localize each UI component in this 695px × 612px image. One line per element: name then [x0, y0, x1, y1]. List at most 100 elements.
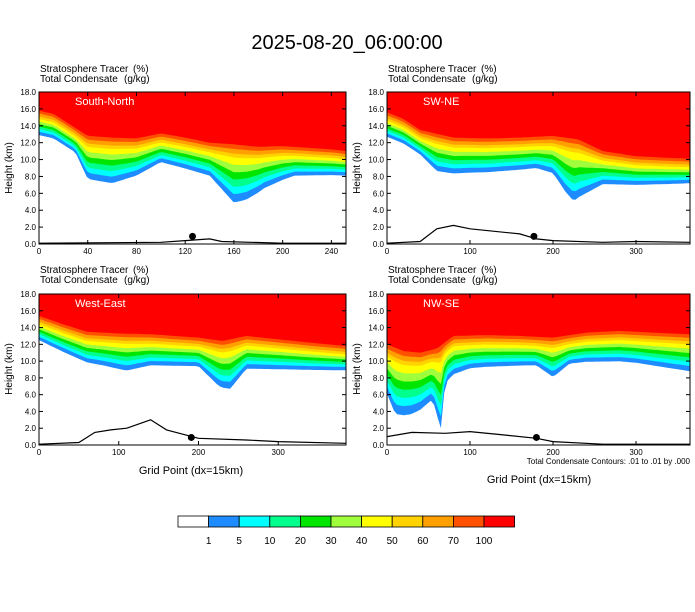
location-marker — [532, 433, 540, 441]
y-tick-label: 16.0 — [20, 105, 36, 114]
figure-title: 2025-08-20_06:00:00 — [251, 32, 442, 54]
colorbar-label: 40 — [356, 536, 368, 547]
y-tick-label: 10.0 — [368, 357, 384, 366]
x-tick-label: 0 — [385, 448, 390, 457]
colorbar-swatch — [269, 515, 301, 528]
location-marker — [189, 232, 196, 240]
terrain-line — [387, 224, 690, 244]
y-tick-label: 2.0 — [373, 424, 385, 433]
tracer-band-10 — [39, 92, 346, 152]
y-tick-label: 6.0 — [373, 391, 385, 400]
colorbar-swatch — [238, 515, 271, 528]
y-axis-label-3: Height (km) — [4, 343, 15, 395]
panel-1: South-North 0.0 2.0 4.0 6.0 8.0 10.0 12.0 14.0 16… — [20, 88, 347, 256]
y-tick-label: 0.0 — [373, 441, 385, 450]
x-tick-label: 200 — [276, 247, 290, 256]
y-tick-label: 18.0 — [368, 88, 384, 97]
y-tick-label: 8.0 — [373, 172, 385, 181]
x-tick-label: 120 — [179, 247, 193, 256]
x-tick-label: 240 — [325, 247, 339, 256]
colorbar-label: 1 — [206, 536, 212, 547]
y-axis-label-4: Height (km) — [352, 343, 363, 395]
colorbar-swatch — [483, 515, 516, 528]
x-tick-label: 300 — [629, 448, 643, 457]
colorbar-swatch — [391, 515, 424, 528]
panel-label: West-East — [75, 298, 126, 310]
plot-area — [387, 294, 690, 445]
field-label-1: Stratosphere Tracer — [40, 64, 129, 75]
x-tick-label: 100 — [112, 448, 126, 457]
y-tick-label: 0.0 — [25, 240, 37, 249]
y-tick-label: 8.0 — [373, 374, 385, 383]
y-tick-label: 8.0 — [25, 172, 37, 181]
panel-header-4: Stratosphere Tracer (%) Total Condensate… — [388, 265, 498, 286]
x-tick-label: 0 — [37, 247, 42, 256]
plot-area — [387, 92, 690, 244]
field-unit-1: (%) — [133, 265, 149, 276]
plot-frame — [386, 293, 691, 446]
colorbar-label: 60 — [417, 536, 429, 547]
y-axis-label-2: Height (km) — [352, 142, 363, 194]
colorbar-label: 30 — [325, 536, 337, 547]
plot-frame — [38, 91, 347, 245]
colorbar-swatch — [422, 515, 454, 528]
field-label-2: Total Condensate — [40, 74, 118, 85]
x-tick-label: 0 — [385, 247, 390, 256]
colorbar-label: 10 — [264, 536, 276, 547]
y-tick-label: 6.0 — [25, 189, 37, 198]
panel-label: NW-SE — [423, 298, 459, 310]
y-tick-label: 0.0 — [373, 240, 385, 249]
y-tick-label: 10.0 — [20, 357, 36, 366]
panel-4: NW-SE 0.0 2.0 4.0 6.0 8.0 10.0 12.0 14.0 16.0 18.0… — [368, 290, 691, 457]
y-tick-label: 4.0 — [25, 407, 37, 416]
panel-label: SW-NE — [423, 96, 459, 108]
y-tick-label: 18.0 — [368, 290, 384, 299]
y-tick-label: 14.0 — [20, 324, 36, 333]
y-tick-label: 2.0 — [25, 424, 37, 433]
plot-frame — [386, 91, 691, 245]
x-tick-label: 40 — [83, 247, 92, 256]
y-tick-label: 14.0 — [368, 122, 384, 131]
x-tick-label: 200 — [546, 247, 560, 256]
y-tick-label: 12.0 — [20, 139, 36, 148]
plot-area — [39, 294, 346, 445]
y-tick-label: 8.0 — [25, 374, 37, 383]
y-tick-label: 18.0 — [20, 88, 36, 97]
terrain-line — [387, 430, 690, 445]
field-label-1: Stratosphere Tracer — [40, 265, 129, 276]
field-unit-1: (%) — [133, 64, 149, 75]
colorbar-swatch — [452, 515, 485, 528]
field-label-2: Total Condensate — [40, 275, 118, 286]
field-unit-2: (g/kg) — [472, 275, 498, 286]
panel-label: South-North — [75, 96, 134, 108]
y-tick-label: 2.0 — [373, 223, 385, 232]
panel-2: SW-NE 0.0 2.0 4.0 6.0 8.0 10.0 12.0 14.0 16.0 18.0… — [368, 88, 691, 256]
terrain-line — [39, 419, 346, 445]
y-tick-label: 4.0 — [373, 407, 385, 416]
x-tick-label: 100 — [463, 448, 477, 457]
colorbar-swatch — [208, 515, 240, 528]
y-tick-label: 10.0 — [368, 156, 384, 165]
y-tick-label: 14.0 — [20, 122, 36, 131]
panel-header-2: Stratosphere Tracer (%) Total Condensate… — [388, 64, 498, 85]
x-tick-label: 0 — [37, 448, 42, 457]
y-tick-label: 4.0 — [373, 206, 385, 215]
contour-note: Total Condensate Contours: .01 to .01 by… — [527, 457, 691, 466]
colorbar: 1 5 10 20 30 40 50 60 70 100 — [177, 515, 516, 547]
y-axis-label-1: Height (km) — [4, 142, 15, 194]
colorbar-label: 70 — [448, 536, 460, 547]
x-tick-label: 160 — [227, 247, 241, 256]
y-tick-label: 6.0 — [373, 189, 385, 198]
field-label-2: Total Condensate — [388, 275, 466, 286]
x-tick-label: 100 — [463, 247, 477, 256]
x-tick-label: 300 — [629, 247, 643, 256]
x-tick-label: 200 — [192, 448, 206, 457]
y-tick-label: 16.0 — [368, 105, 384, 114]
colorbar-label: 100 — [476, 536, 493, 547]
x-axis-label-4: Grid Point (dx=15km) — [487, 474, 591, 486]
y-tick-label: 18.0 — [20, 290, 36, 299]
colorbar-label: 20 — [295, 536, 307, 547]
colorbar-swatch — [361, 515, 393, 528]
field-label-2: Total Condensate — [388, 74, 466, 85]
